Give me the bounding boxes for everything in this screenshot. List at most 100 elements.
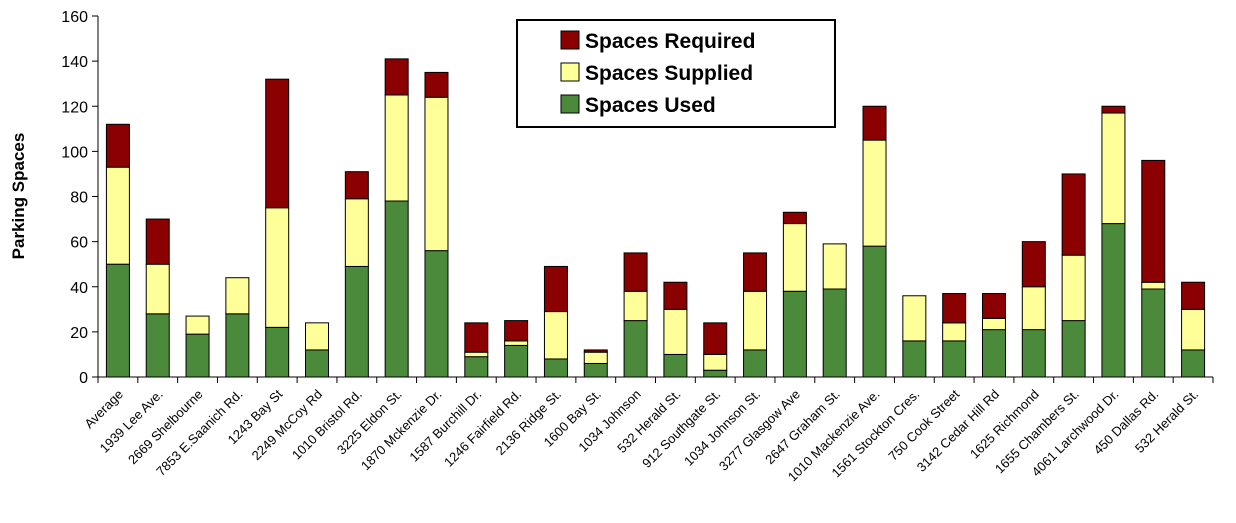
- legend-label: Spaces Used: [585, 94, 716, 117]
- y-tick-label: 100: [61, 144, 88, 161]
- bar-segment: [464, 356, 489, 378]
- bar-segment: [1181, 281, 1206, 310]
- bar-segment: [782, 211, 807, 225]
- bar-segment: [703, 353, 728, 371]
- x-tick-label: 750 Cook Street: [885, 386, 962, 463]
- bar-segment: [344, 171, 369, 200]
- bar-segment: [464, 351, 489, 358]
- bar-segment: [225, 313, 250, 378]
- bar-segment: [1021, 241, 1046, 288]
- bar-segment: [1101, 223, 1126, 378]
- bar-segment: [464, 322, 489, 353]
- bar-segment: [424, 71, 449, 98]
- bar-segment: [305, 322, 330, 351]
- bar-segment: [583, 362, 608, 378]
- bar-segment: [1181, 349, 1206, 378]
- bar-segment: [1061, 254, 1086, 322]
- bar-segment: [504, 344, 529, 378]
- bar-segment: [265, 207, 290, 328]
- bar-segment: [663, 353, 688, 378]
- bar-segment: [225, 277, 250, 315]
- bar-segment: [782, 223, 807, 292]
- y-tick-label: 160: [61, 9, 88, 26]
- bar-segment: [543, 265, 568, 313]
- bar-segment: [504, 340, 529, 346]
- bar-segment: [145, 313, 170, 378]
- bar-segment: [504, 320, 529, 342]
- y-tick-label: 80: [70, 190, 88, 207]
- legend-swatch: [560, 94, 580, 114]
- bar-segment: [942, 340, 967, 378]
- bar-segment: [344, 198, 369, 267]
- bar-segment: [902, 295, 927, 342]
- bar-segment: [145, 263, 170, 315]
- bar-segment: [265, 326, 290, 378]
- bar-segment: [1021, 329, 1046, 378]
- x-tick-label: 2249 McCoy Rd: [249, 387, 326, 464]
- bar-segment: [344, 265, 369, 378]
- bar-segment: [424, 250, 449, 378]
- bar-segment: [583, 351, 608, 364]
- bar-segment: [862, 245, 887, 378]
- bar-segment: [981, 293, 1006, 319]
- bar-segment: [862, 139, 887, 247]
- bar-segment: [663, 281, 688, 310]
- bar-segment: [942, 322, 967, 342]
- y-tick-label: 60: [70, 235, 88, 252]
- bar-segment: [1141, 281, 1166, 290]
- x-tick-label: 1587 Burchill Dr.: [406, 387, 484, 465]
- bar-segment: [105, 263, 130, 378]
- bar-segment: [583, 349, 608, 353]
- x-tick-label: 1625 Richmond: [967, 387, 1042, 462]
- bar-segment: [384, 200, 409, 378]
- legend-label: Spaces Supplied: [585, 62, 753, 85]
- bar-segment: [981, 317, 1006, 331]
- bar-segment: [1061, 173, 1086, 256]
- bar-segment: [1181, 308, 1206, 351]
- legend-swatch: [560, 30, 580, 50]
- bar-segment: [981, 329, 1006, 378]
- bar-segment: [265, 78, 290, 209]
- bar-segment: [384, 58, 409, 96]
- bar-segment: [384, 94, 409, 202]
- y-tick-label: 20: [70, 325, 88, 342]
- bar-segment: [703, 322, 728, 355]
- bar-segment: [902, 340, 927, 378]
- y-tick-label: 120: [61, 99, 88, 116]
- bar-segment: [424, 96, 449, 252]
- legend-swatch: [560, 62, 580, 82]
- bar-segment: [623, 252, 648, 292]
- bar-segment: [623, 290, 648, 322]
- bar-segment: [105, 166, 130, 265]
- y-tick-label: 40: [70, 280, 88, 297]
- bar-segment: [862, 105, 887, 141]
- bar-segment: [185, 333, 210, 378]
- y-axis-label: Parking Spaces: [9, 133, 28, 260]
- bar-segment: [942, 293, 967, 324]
- bar-segment: [1101, 112, 1126, 225]
- bar-segment: [105, 123, 130, 168]
- legend-label: Spaces Required: [585, 30, 755, 53]
- bar-segment: [1061, 320, 1086, 378]
- bar-segment: [543, 358, 568, 378]
- bar-segment: [1141, 288, 1166, 378]
- bar-segment: [663, 308, 688, 355]
- y-tick-label: 140: [61, 54, 88, 71]
- bar-segment: [822, 243, 847, 290]
- bar-segment: [1021, 286, 1046, 331]
- bar-segment: [185, 315, 210, 335]
- y-tick-label: 0: [79, 370, 88, 387]
- bar-segment: [743, 252, 768, 292]
- bar-segment: [782, 290, 807, 378]
- bar-segment: [623, 320, 648, 378]
- x-tick-label: 1010 Bristol Rd.: [289, 387, 365, 463]
- bar-segment: [743, 290, 768, 351]
- bar-segment: [1141, 159, 1166, 283]
- bar-segment: [543, 311, 568, 360]
- bar-segment: [743, 349, 768, 378]
- bar-segment: [1101, 105, 1126, 114]
- bar-segment: [305, 349, 330, 378]
- bar-segment: [145, 218, 170, 265]
- bar-segment: [822, 288, 847, 378]
